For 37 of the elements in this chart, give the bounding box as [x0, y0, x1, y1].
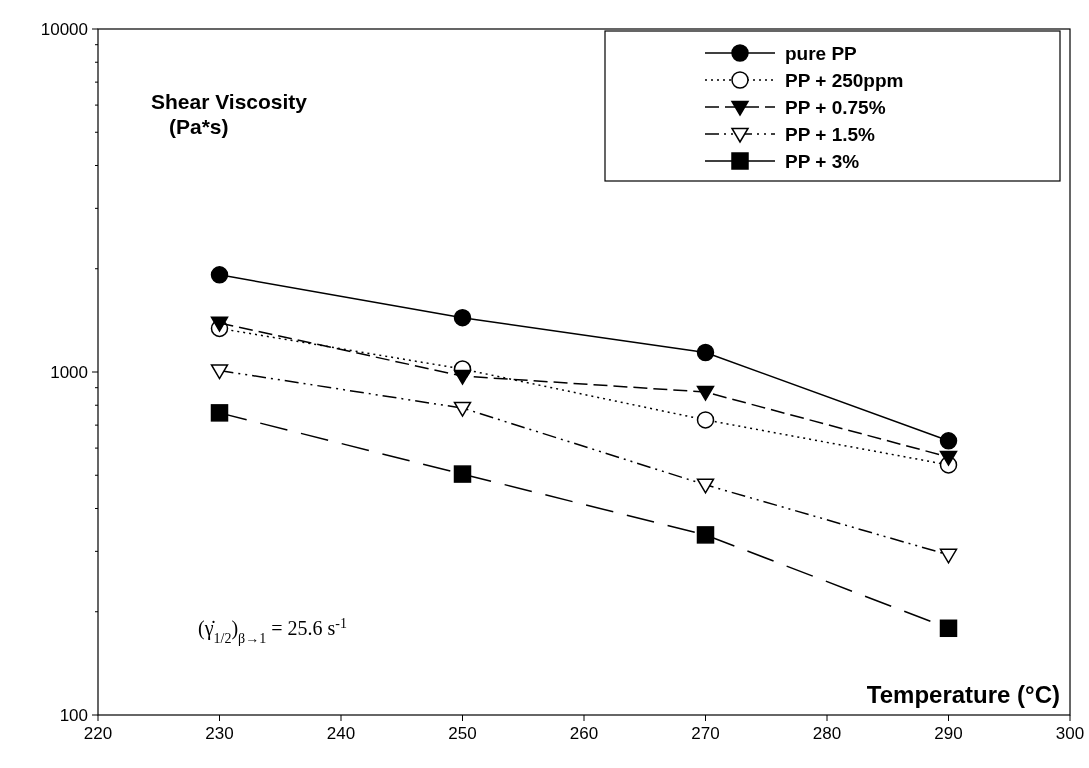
x-axis-title: Temperature (°C)	[866, 681, 1060, 708]
y-tick-label: 1000	[50, 363, 88, 382]
point	[453, 465, 472, 483]
point	[939, 450, 958, 466]
x-tick-label: 260	[569, 724, 599, 743]
point	[939, 548, 958, 564]
x-tick-label: 280	[812, 724, 842, 743]
point	[696, 478, 715, 494]
point	[696, 526, 715, 544]
x-tick-label: 300	[1055, 724, 1085, 743]
x-tick-label: 240	[326, 724, 356, 743]
point	[453, 369, 472, 385]
point	[939, 619, 958, 638]
legend-label: PP + 1.5%	[785, 124, 876, 145]
point	[453, 401, 472, 417]
y-axis-title: Shear Viscosity (Pa*s)	[151, 90, 308, 138]
point	[210, 316, 229, 332]
point	[210, 404, 229, 422]
point	[696, 411, 715, 429]
legend-label: PP + 0.75%	[785, 97, 886, 118]
point	[210, 266, 229, 284]
x-tick-label: 230	[205, 724, 234, 743]
point	[939, 432, 958, 450]
legend-label: pure PP	[785, 43, 858, 64]
point	[210, 364, 229, 380]
x-tick-label: 220	[83, 724, 113, 743]
y-tick-label: 100	[59, 706, 88, 725]
point	[696, 385, 715, 401]
annotation: (γ̇$_{1/2}$)$_{β→1}$ = 25.6 s$^{-1}$	[198, 615, 347, 646]
point	[453, 308, 472, 327]
point	[696, 343, 715, 362]
legend-label: PP + 3%	[785, 151, 860, 172]
x-tick-label: 250	[448, 724, 477, 743]
y-tick-label: 10000	[40, 20, 88, 39]
x-tick-label: 270	[691, 724, 720, 743]
legend-label: PP + 250ppm	[785, 70, 904, 91]
x-tick-label: 290	[934, 724, 963, 743]
